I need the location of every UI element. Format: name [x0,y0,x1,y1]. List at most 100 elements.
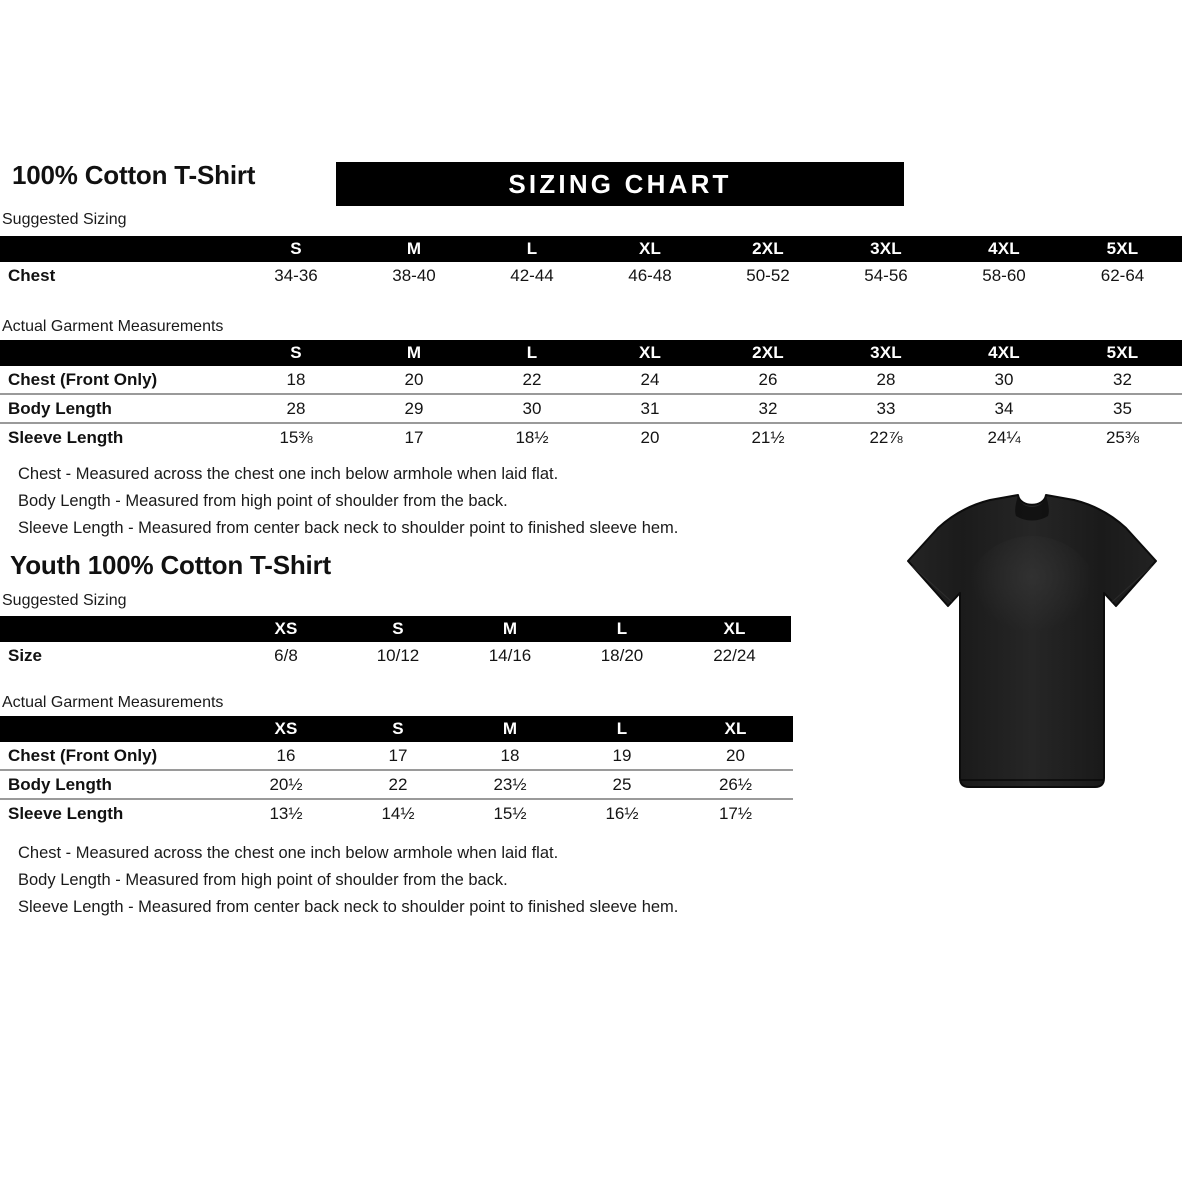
column-header-l: L [473,340,591,366]
table-row: Body Length 20½ 22 23½ 25 26½ [0,770,793,800]
column-header-xs: XS [230,616,342,642]
table-header-row: S M L XL 2XL 3XL 4XL 5XL [0,340,1182,366]
cell-chestfront-s: 18 [237,366,355,395]
cell-sleevelength-5xl: 25⅜ [1105,427,1140,447]
cell-sleevelength-2xl: 21½ [751,427,785,447]
table-row: Body Length 28 29 30 31 32 33 34 35 [0,394,1182,424]
table-row: Chest 34-36 38-40 42-44 46-48 50-52 54-5… [0,262,1182,289]
row-label-chest: Chest [8,265,56,285]
cell-sleevelength-l: 16½ [605,803,639,823]
cell-chest-4xl: 58-60 [982,265,1026,285]
row-label-sleeve-length: Sleeve Length [8,803,124,823]
cell-sleevelength-s: 14½ [381,803,415,823]
cell-bodylength-5xl: 35 [1063,394,1182,424]
cell-sleevelength-l: 18½ [515,427,549,447]
row-label-sleeve-length: Sleeve Length [8,427,124,447]
column-header-xl: XL [591,340,709,366]
youth-suggested-sizing-table: XS S M L XL Size 6/8 10/12 14/16 18/20 2… [0,616,791,669]
product-image-tshirt [898,478,1166,808]
cell-bodylength-s: 28 [237,394,355,424]
cell-chest-3xl: 54-56 [864,265,908,285]
column-header-3xl: 3XL [827,236,945,262]
column-header-m: M [355,236,473,262]
note-chest: Chest - Measured across the chest one in… [18,465,559,483]
row-label-body-length: Body Length [0,394,237,424]
column-header-4xl: 4XL [945,236,1063,262]
row-label-chest-front-only: Chest (Front Only) [0,742,230,771]
cell-chest-5xl: 62-64 [1100,265,1145,285]
youth-measurements-caption: Actual Garment Measurements [2,694,224,711]
table-row: Sleeve Length 13½ 14½ 15½ 16½ 17½ [0,799,793,827]
cell-size-xs: 6/8 [274,645,298,665]
cell-chestfront-m: 20 [355,366,473,395]
adult-suggested-sizing-table: S M L XL 2XL 3XL 4XL 5XL Chest 34-36 38-… [0,236,1182,289]
cell-bodylength-3xl: 33 [827,394,945,424]
cell-bodylength-s: 22 [342,770,454,800]
column-header-s: S [342,616,454,642]
column-header-2xl: 2XL [709,340,827,366]
cell-bodylength-l: 25 [566,770,678,800]
youth-suggested-caption: Suggested Sizing [2,592,127,609]
column-header-rowlabel [0,340,237,366]
header-row: 100% Cotton T-Shirt SIZING CHART [0,160,1200,206]
table-row: Chest (Front Only) 16 17 18 19 20 [0,742,793,771]
table-header-row: XS S M L XL [0,616,791,642]
column-header-l: L [566,716,678,742]
cell-sleevelength-xl: 17½ [718,803,753,823]
adult-section-title: 100% Cotton T-Shirt [12,160,256,190]
column-header-m: M [454,616,566,642]
cell-chestfront-4xl: 30 [945,366,1063,395]
cell-chestfront-l: 19 [566,742,678,771]
note-body-length: Body Length - Measured from high point o… [18,492,508,510]
column-header-5xl: 5XL [1063,236,1182,262]
cell-sleevelength-m: 17 [404,427,424,447]
cell-bodylength-xs: 20½ [230,770,342,800]
note-body-length: Body Length - Measured from high point o… [18,871,508,889]
cell-chestfront-m: 18 [454,742,566,771]
table-header-row: XS S M L XL [0,716,793,742]
adult-measurement-notes: Chest - Measured across the chest one in… [18,461,678,542]
column-header-xl: XL [591,236,709,262]
column-header-s: S [237,340,355,366]
column-header-xl: XL [678,716,793,742]
cell-bodylength-xl: 26½ [678,770,793,800]
note-sleeve-length: Sleeve Length - Measured from center bac… [18,519,679,537]
cell-chest-m: 38-40 [392,265,436,285]
table-header-row: S M L XL 2XL 3XL 4XL 5XL [0,236,1182,262]
youth-section-title: Youth 100% Cotton T-Shirt [10,550,331,580]
cell-bodylength-4xl: 34 [945,394,1063,424]
cell-bodylength-2xl: 32 [709,394,827,424]
note-chest: Chest - Measured across the chest one in… [18,844,559,862]
cell-sleevelength-s: 15⅜ [279,427,313,447]
cell-chestfront-xs: 16 [230,742,342,771]
cell-chestfront-s: 17 [342,742,454,771]
cell-bodylength-m: 29 [355,394,473,424]
row-label-chest-front-only: Chest (Front Only) [0,366,237,395]
note-sleeve-length: Sleeve Length - Measured from center bac… [18,898,679,916]
cell-chest-xl: 46-48 [628,265,672,285]
sizing-chart-banner: SIZING CHART [336,162,904,206]
column-header-4xl: 4XL [945,340,1063,366]
column-header-2xl: 2XL [709,236,827,262]
column-header-rowlabel [0,236,237,262]
cell-bodylength-xl: 31 [591,394,709,424]
cell-chestfront-xl: 24 [591,366,709,395]
cell-chestfront-xl: 20 [678,742,793,771]
column-header-s: S [237,236,355,262]
cell-size-l: 18/20 [600,645,644,665]
cell-chestfront-l: 22 [473,366,591,395]
cell-bodylength-m: 23½ [454,770,566,800]
cell-chest-s: 34-36 [274,265,318,285]
adult-suggested-caption: Suggested Sizing [2,211,127,228]
cell-sleevelength-m: 15½ [493,803,527,823]
cell-size-m: 14/16 [488,645,532,665]
column-header-m: M [454,716,566,742]
cell-sleevelength-xl: 20 [640,427,660,447]
column-header-5xl: 5XL [1063,340,1182,366]
cell-sleevelength-xs: 13½ [269,803,303,823]
row-label-size: Size [8,645,43,665]
adult-garment-measurements-table: S M L XL 2XL 3XL 4XL 5XL Chest (Front On… [0,340,1182,451]
cell-chestfront-3xl: 28 [827,366,945,395]
sizing-chart-banner-label: SIZING CHART [508,169,732,199]
